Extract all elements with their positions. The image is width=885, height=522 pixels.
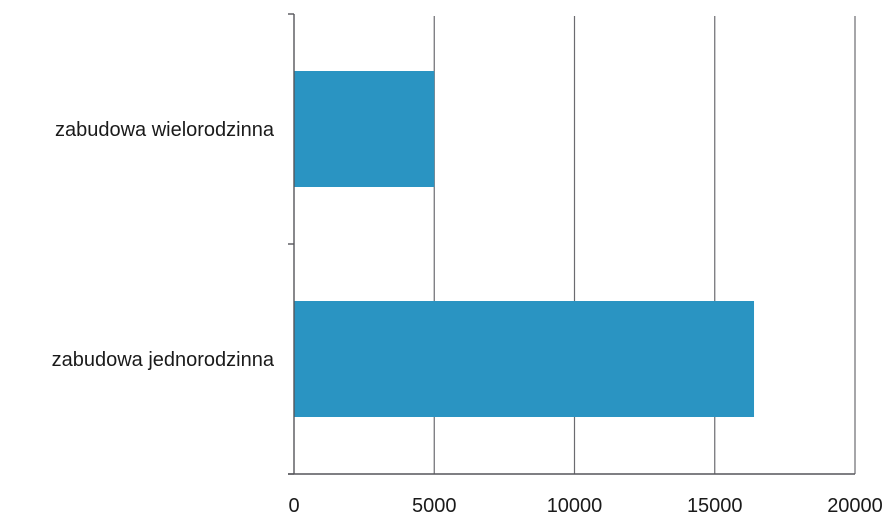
category-label-1: zabudowa wielorodzinna [55,119,275,141]
x-tick-label-5000: 5000 [412,495,457,517]
category-labels: zabudowa wielorodzinna zabudowa jednorodz… [52,119,275,371]
x-tick-label-15000: 15000 [687,495,743,517]
x-tick-label-20000: 20000 [827,495,883,517]
category-label-2: zabudowa jednorodzinna [52,349,275,371]
bar-1 [294,71,435,187]
axes [288,13,855,475]
bars [294,71,755,417]
x-tick-labels: 0 5000 10000 15000 20000 [288,495,882,517]
x-tick-label-10000: 10000 [547,495,603,517]
x-tick-label-0: 0 [288,495,299,517]
bar-2 [294,301,755,417]
